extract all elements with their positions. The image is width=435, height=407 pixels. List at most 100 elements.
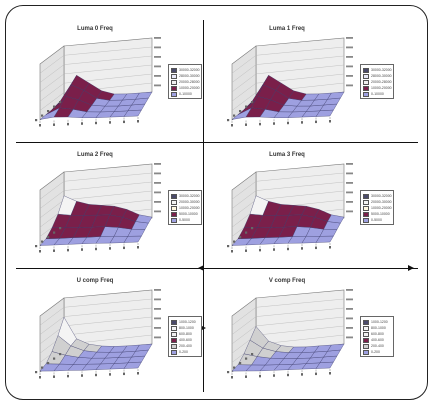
tick-label-mark [233, 366, 236, 369]
legend-label: 28000-30000 [179, 74, 200, 78]
legend-entry: 5000-10000 [363, 211, 391, 217]
gridline [39, 55, 65, 74]
tick-label-mark [154, 75, 161, 77]
legend-entry: 600-800 [363, 331, 391, 337]
legend-swatch [171, 349, 177, 355]
tick-label-mark [59, 353, 62, 356]
gridline [231, 64, 257, 83]
legend-label: 10000-20000 [371, 206, 392, 210]
tick-label-mark [259, 374, 261, 378]
tick-label-mark [154, 289, 161, 291]
legend-entry: 20000-30000 [363, 199, 392, 205]
tick-label-mark [346, 182, 353, 184]
legend-entry: 20000-30000 [171, 199, 200, 205]
gridline [255, 55, 345, 65]
legend-swatch [171, 331, 177, 337]
legend-swatch [363, 91, 369, 97]
tick-label-mark [346, 336, 353, 339]
legend-entry: 400-600 [171, 337, 199, 343]
tick-label-mark [301, 247, 303, 250]
tick-label-mark [301, 121, 303, 124]
legend-swatch [171, 337, 177, 343]
tick-label-mark [239, 110, 242, 113]
chart-legend: 30000-32000 20000-30000 10000-20000 5000-10… [168, 190, 202, 225]
tick-label-mark [251, 227, 254, 230]
tick-label-mark [95, 247, 97, 251]
gridline [255, 64, 345, 75]
legend-entry: 10000-20000 [171, 85, 200, 91]
chart-legend: 30000-32000 20000-30000 10000-20000 5000-10… [360, 190, 394, 225]
tick-label-mark [231, 376, 233, 379]
tick-label-mark [231, 250, 233, 253]
tick-label-mark [301, 373, 303, 376]
legend-label: 0-10000 [371, 92, 384, 96]
surface-cell [327, 214, 345, 224]
tick-label-mark [346, 37, 353, 39]
tick-label-mark [227, 371, 230, 374]
tick-label-mark [346, 75, 353, 77]
gridline [255, 325, 345, 336]
gridline [39, 199, 65, 219]
legend-label: 200-400 [179, 344, 192, 348]
legend-label: 1000-1200 [371, 320, 388, 324]
legend-entry: 0-200 [363, 349, 391, 355]
legend-swatch [363, 79, 369, 85]
tick-label-mark [53, 375, 55, 378]
legend-entry: 0-5000 [171, 217, 199, 223]
tick-label-mark [95, 121, 97, 125]
surface-cell [135, 91, 153, 100]
legend-entry: 1000-1200 [171, 319, 199, 325]
legend-label: 5000-10000 [179, 212, 198, 216]
legend-entry: 800-1000 [171, 325, 199, 331]
legend-label: 30000-32000 [371, 194, 392, 198]
legend-swatch [171, 343, 177, 349]
surface-cell [327, 91, 345, 100]
tick-label-mark [53, 249, 55, 252]
gridline [255, 316, 345, 327]
tick-label-mark [53, 123, 55, 126]
legend-swatch [363, 67, 369, 73]
legend-label: 400-600 [179, 338, 192, 342]
surface-cell [135, 343, 153, 352]
gridline [231, 316, 257, 335]
legend-entry: 0-200 [171, 349, 199, 355]
tick-label-mark [39, 250, 41, 253]
tick-label-mark [35, 119, 38, 122]
tick-label-mark [239, 362, 242, 365]
tick-label-mark [154, 191, 161, 194]
tick-label-mark [287, 121, 289, 125]
surface-plot [35, 37, 161, 127]
legend-label: 400-600 [371, 338, 384, 342]
tick-label-mark [231, 124, 233, 127]
tick-label-mark [315, 120, 317, 124]
tick-label-mark [273, 374, 275, 377]
legend-swatch [171, 79, 177, 85]
surface-plot [35, 163, 161, 253]
tick-label-mark [109, 247, 111, 250]
surface-cell [327, 343, 345, 352]
legend-swatch [363, 325, 369, 331]
gridline [63, 64, 153, 75]
tick-label-mark [67, 374, 69, 378]
tick-label-mark [53, 231, 56, 234]
tick-label-mark [273, 248, 275, 251]
tick-label-mark [123, 372, 125, 376]
gridline [39, 92, 65, 111]
legend-entry: 30000-32000 [171, 67, 200, 73]
gridline [39, 73, 65, 93]
tick-label-mark [346, 56, 353, 58]
legend-entry: 10000-20000 [171, 205, 200, 211]
gridline [63, 172, 153, 182]
legend-label: 20000-28000 [179, 80, 200, 84]
legend-swatch [363, 319, 369, 325]
legend-entry: 20000-28000 [363, 79, 392, 85]
legend-label: 800-1000 [371, 326, 386, 330]
legend-swatch [363, 205, 369, 211]
surface-plot [227, 37, 353, 127]
legend-entry: 0-10000 [171, 91, 199, 97]
legend-label: 30000-32000 [179, 68, 200, 72]
tick-label-mark [346, 201, 353, 203]
tick-label-mark [346, 46, 353, 49]
tick-label-mark [154, 298, 161, 301]
tick-label-mark [53, 105, 56, 108]
